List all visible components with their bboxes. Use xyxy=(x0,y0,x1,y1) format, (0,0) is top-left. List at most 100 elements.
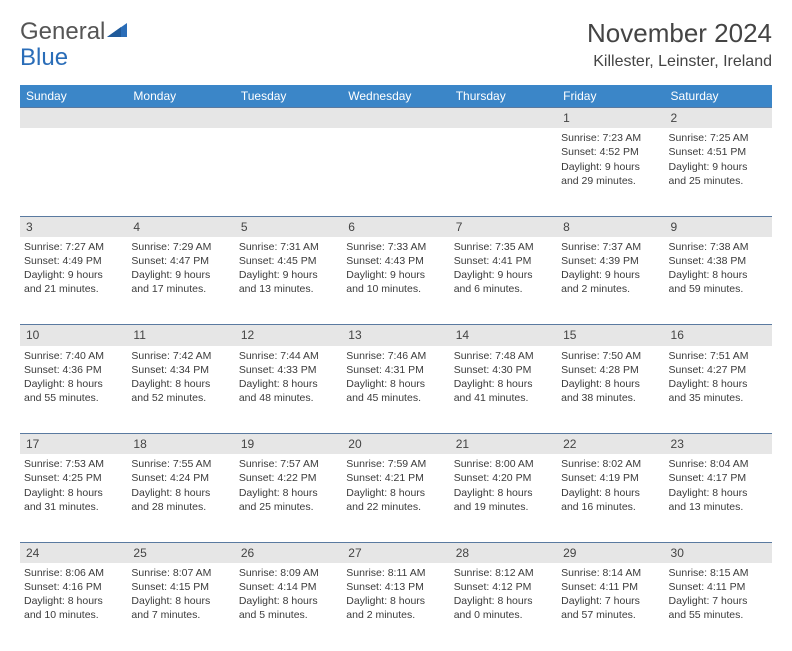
sunset-text: Sunset: 4:25 PM xyxy=(24,471,123,485)
day-number: 17 xyxy=(20,434,127,455)
day-number: 20 xyxy=(342,434,449,455)
sunrise-text: Sunrise: 8:09 AM xyxy=(239,566,338,580)
day-cell xyxy=(20,128,127,216)
day-cell: Sunrise: 7:35 AMSunset: 4:41 PMDaylight:… xyxy=(450,237,557,325)
title-block: November 2024 Killester, Leinster, Irela… xyxy=(587,18,772,71)
day-cell: Sunrise: 7:40 AMSunset: 4:36 PMDaylight:… xyxy=(20,346,127,434)
day1-text: Daylight: 9 hours xyxy=(561,268,660,282)
sunrise-text: Sunrise: 7:35 AM xyxy=(454,240,553,254)
sunset-text: Sunset: 4:24 PM xyxy=(131,471,230,485)
sunset-text: Sunset: 4:17 PM xyxy=(669,471,768,485)
sunset-text: Sunset: 4:51 PM xyxy=(669,145,768,159)
day-cell: Sunrise: 7:44 AMSunset: 4:33 PMDaylight:… xyxy=(235,346,342,434)
day-number-row: 3456789 xyxy=(20,216,772,237)
day-number: 12 xyxy=(235,325,342,346)
day2-text: and 2 minutes. xyxy=(561,282,660,296)
day2-text: and 38 minutes. xyxy=(561,391,660,405)
day-number: 5 xyxy=(235,216,342,237)
sunset-text: Sunset: 4:52 PM xyxy=(561,145,660,159)
day-cell: Sunrise: 8:15 AMSunset: 4:11 PMDaylight:… xyxy=(665,563,772,651)
sunrise-text: Sunrise: 7:46 AM xyxy=(346,349,445,363)
sunrise-text: Sunrise: 8:12 AM xyxy=(454,566,553,580)
location: Killester, Leinster, Ireland xyxy=(587,53,772,71)
day-cell: Sunrise: 7:37 AMSunset: 4:39 PMDaylight:… xyxy=(557,237,664,325)
day2-text: and 0 minutes. xyxy=(454,608,553,622)
sunset-text: Sunset: 4:11 PM xyxy=(669,580,768,594)
day2-text: and 17 minutes. xyxy=(131,282,230,296)
day1-text: Daylight: 8 hours xyxy=(239,594,338,608)
day2-text: and 28 minutes. xyxy=(131,500,230,514)
day-cell: Sunrise: 7:48 AMSunset: 4:30 PMDaylight:… xyxy=(450,346,557,434)
day-number: 13 xyxy=(342,325,449,346)
day-number xyxy=(342,108,449,129)
weekday-header-row: Sunday Monday Tuesday Wednesday Thursday… xyxy=(20,85,772,108)
day2-text: and 6 minutes. xyxy=(454,282,553,296)
day-cell: Sunrise: 7:46 AMSunset: 4:31 PMDaylight:… xyxy=(342,346,449,434)
day2-text: and 7 minutes. xyxy=(131,608,230,622)
weekday-header: Friday xyxy=(557,85,664,108)
day-cell: Sunrise: 8:00 AMSunset: 4:20 PMDaylight:… xyxy=(450,454,557,542)
sunset-text: Sunset: 4:45 PM xyxy=(239,254,338,268)
weekday-header: Monday xyxy=(127,85,234,108)
day-number: 19 xyxy=(235,434,342,455)
sunset-text: Sunset: 4:11 PM xyxy=(561,580,660,594)
day-cell xyxy=(235,128,342,216)
sunrise-text: Sunrise: 7:57 AM xyxy=(239,457,338,471)
day-cell: Sunrise: 8:04 AMSunset: 4:17 PMDaylight:… xyxy=(665,454,772,542)
day1-text: Daylight: 8 hours xyxy=(669,268,768,282)
sunset-text: Sunset: 4:19 PM xyxy=(561,471,660,485)
day2-text: and 52 minutes. xyxy=(131,391,230,405)
sunset-text: Sunset: 4:16 PM xyxy=(24,580,123,594)
sunrise-text: Sunrise: 7:33 AM xyxy=(346,240,445,254)
sunset-text: Sunset: 4:41 PM xyxy=(454,254,553,268)
day1-text: Daylight: 8 hours xyxy=(131,377,230,391)
day-number: 11 xyxy=(127,325,234,346)
weekday-header: Thursday xyxy=(450,85,557,108)
day1-text: Daylight: 9 hours xyxy=(561,160,660,174)
day-number: 10 xyxy=(20,325,127,346)
sunrise-text: Sunrise: 7:38 AM xyxy=(669,240,768,254)
day-cell: Sunrise: 7:33 AMSunset: 4:43 PMDaylight:… xyxy=(342,237,449,325)
day-number: 27 xyxy=(342,542,449,563)
sunrise-text: Sunrise: 8:15 AM xyxy=(669,566,768,580)
day-number: 21 xyxy=(450,434,557,455)
sunset-text: Sunset: 4:31 PM xyxy=(346,363,445,377)
day-number: 24 xyxy=(20,542,127,563)
day1-text: Daylight: 8 hours xyxy=(454,486,553,500)
day-cell: Sunrise: 7:29 AMSunset: 4:47 PMDaylight:… xyxy=(127,237,234,325)
day2-text: and 48 minutes. xyxy=(239,391,338,405)
sunset-text: Sunset: 4:22 PM xyxy=(239,471,338,485)
day2-text: and 22 minutes. xyxy=(346,500,445,514)
day2-text: and 55 minutes. xyxy=(669,608,768,622)
sunset-text: Sunset: 4:49 PM xyxy=(24,254,123,268)
day-cell: Sunrise: 7:57 AMSunset: 4:22 PMDaylight:… xyxy=(235,454,342,542)
calendar-table: Sunday Monday Tuesday Wednesday Thursday… xyxy=(20,85,772,651)
day-number: 4 xyxy=(127,216,234,237)
sunrise-text: Sunrise: 7:27 AM xyxy=(24,240,123,254)
sunrise-text: Sunrise: 8:04 AM xyxy=(669,457,768,471)
sunset-text: Sunset: 4:13 PM xyxy=(346,580,445,594)
sunrise-text: Sunrise: 8:07 AM xyxy=(131,566,230,580)
sunset-text: Sunset: 4:27 PM xyxy=(669,363,768,377)
day-number-row: 17181920212223 xyxy=(20,434,772,455)
sunrise-text: Sunrise: 7:31 AM xyxy=(239,240,338,254)
day-cell: Sunrise: 7:31 AMSunset: 4:45 PMDaylight:… xyxy=(235,237,342,325)
day-cell xyxy=(127,128,234,216)
day1-text: Daylight: 8 hours xyxy=(24,594,123,608)
sunrise-text: Sunrise: 7:53 AM xyxy=(24,457,123,471)
day-number: 28 xyxy=(450,542,557,563)
sunset-text: Sunset: 4:15 PM xyxy=(131,580,230,594)
sunset-text: Sunset: 4:43 PM xyxy=(346,254,445,268)
day2-text: and 13 minutes. xyxy=(239,282,338,296)
day-cell: Sunrise: 7:59 AMSunset: 4:21 PMDaylight:… xyxy=(342,454,449,542)
day1-text: Daylight: 8 hours xyxy=(239,486,338,500)
day2-text: and 59 minutes. xyxy=(669,282,768,296)
sunrise-text: Sunrise: 7:50 AM xyxy=(561,349,660,363)
day-number: 30 xyxy=(665,542,772,563)
day-cell: Sunrise: 8:06 AMSunset: 4:16 PMDaylight:… xyxy=(20,563,127,651)
header: General November 2024 Killester, Leinste… xyxy=(20,18,772,71)
day1-text: Daylight: 7 hours xyxy=(561,594,660,608)
day1-text: Daylight: 9 hours xyxy=(454,268,553,282)
day-number: 14 xyxy=(450,325,557,346)
day1-text: Daylight: 9 hours xyxy=(346,268,445,282)
